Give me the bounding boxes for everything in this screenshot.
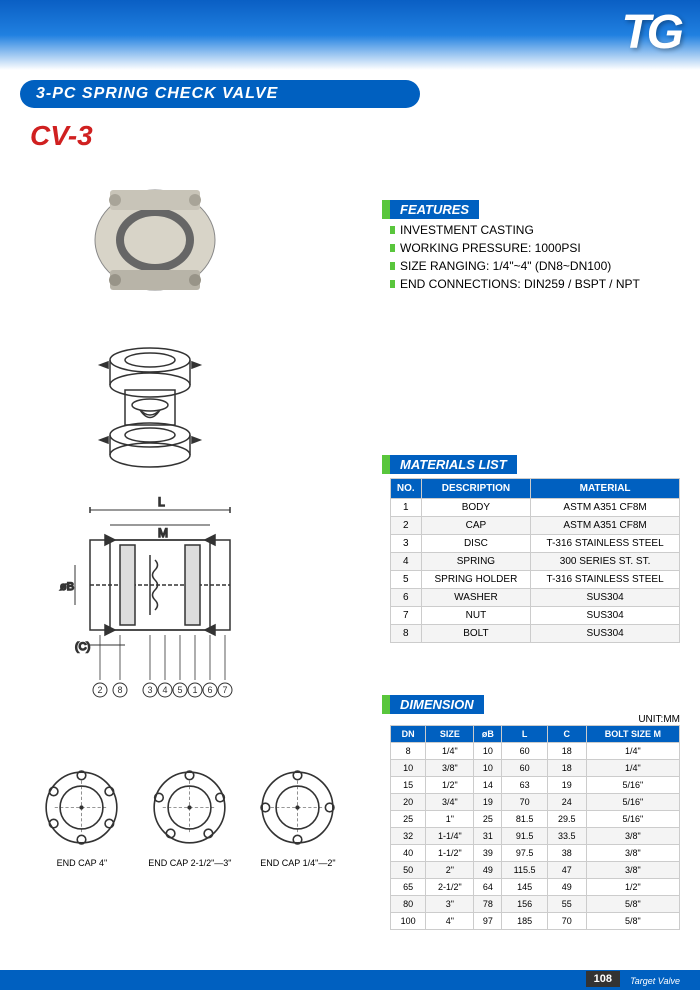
svg-text:7: 7 bbox=[222, 685, 227, 695]
features-heading: FEATURES bbox=[390, 200, 479, 219]
table-row: 502"49115.5473/8" bbox=[391, 862, 680, 879]
page-title: 3-PC SPRING CHECK VALVE bbox=[36, 85, 278, 103]
table-row: 6WASHERSUS304 bbox=[391, 589, 680, 607]
svg-text:1: 1 bbox=[192, 685, 197, 695]
svg-text:8: 8 bbox=[117, 685, 122, 695]
callout-number: 1 bbox=[188, 635, 202, 697]
table-row: 103/8"1060181/4" bbox=[391, 760, 680, 777]
callout-number: 3 bbox=[143, 635, 157, 697]
brand-logo: TG bbox=[621, 5, 680, 60]
table-header: DESCRIPTION bbox=[421, 479, 531, 499]
table-row: 401-1/2"3997.5383/8" bbox=[391, 845, 680, 862]
dim-label-C: (C) bbox=[75, 641, 90, 653]
table-row: 8BOLTSUS304 bbox=[391, 625, 680, 643]
exploded-diagram bbox=[70, 340, 230, 470]
table-row: 151/2"1463195/16" bbox=[391, 777, 680, 794]
feature-item: SIZE RANGING: 1/4"~4" (DN8~DN100) bbox=[390, 259, 670, 273]
table-header: øB bbox=[474, 726, 502, 743]
dimension-table: DNSIZEøBLCBOLT SIZE M 81/4"1060181/4"103… bbox=[390, 725, 680, 930]
table-row: 803"78156555/8" bbox=[391, 896, 680, 913]
product-photo bbox=[60, 160, 250, 310]
dimension-section: DIMENSION UNIT:MM DNSIZEøBLCBOLT SIZE M … bbox=[390, 695, 680, 930]
svg-text:6: 6 bbox=[207, 685, 212, 695]
callout-number: 8 bbox=[113, 635, 127, 697]
footer-brand: Target Valve bbox=[630, 976, 680, 986]
feature-item: END CONNECTIONS: DIN259 / BSPT / NPT bbox=[390, 277, 670, 291]
table-row: 2CAPASTM A351 CF8M bbox=[391, 517, 680, 535]
materials-section: MATERIALS LIST NO.DESCRIPTIONMATERIAL 1B… bbox=[390, 455, 680, 643]
end-caps-row: END CAP 4" END CAP 2-1/2"—3" END CAP 1/4… bbox=[30, 770, 350, 868]
features-section: FEATURES INVESTMENT CASTING WORKING PRESS… bbox=[390, 200, 670, 295]
table-row: 251"2581.529.55/16" bbox=[391, 811, 680, 828]
table-header: L bbox=[502, 726, 547, 743]
end-cap-diagram: END CAP 2-1/2"—3" bbox=[148, 770, 231, 868]
table-header: NO. bbox=[391, 479, 422, 499]
materials-heading: MATERIALS LIST bbox=[390, 455, 517, 474]
end-cap-label: END CAP 1/4"—2" bbox=[260, 858, 335, 868]
svg-text:4: 4 bbox=[162, 685, 167, 695]
table-header: SIZE bbox=[426, 726, 474, 743]
table-header: DN bbox=[391, 726, 426, 743]
callout-number: 4 bbox=[158, 635, 172, 697]
dim-label-L: L bbox=[158, 495, 165, 509]
table-header: MATERIAL bbox=[531, 479, 680, 499]
table-row: 81/4"1060181/4" bbox=[391, 743, 680, 760]
model-number: CV-3 bbox=[30, 120, 93, 152]
table-row: 1BODYASTM A351 CF8M bbox=[391, 499, 680, 517]
table-row: 5SPRING HOLDERT-316 STAINLESS STEEL bbox=[391, 571, 680, 589]
table-row: 321-1/4"3191.533.53/8" bbox=[391, 828, 680, 845]
callout-number: 5 bbox=[173, 635, 187, 697]
table-header: BOLT SIZE M bbox=[586, 726, 679, 743]
feature-item: INVESTMENT CASTING bbox=[390, 223, 670, 237]
dim-label-M: M bbox=[158, 526, 168, 540]
table-header: C bbox=[547, 726, 586, 743]
table-row: 1004"97185705/8" bbox=[391, 913, 680, 930]
callout-number: 7 bbox=[218, 635, 232, 697]
dimension-diagram: L M øB (C) 2 8 3 bbox=[50, 490, 270, 690]
feature-item: WORKING PRESSURE: 1000PSI bbox=[390, 241, 670, 255]
end-cap-diagram: END CAP 1/4"—2" bbox=[260, 770, 335, 868]
table-row: 203/4"1970245/16" bbox=[391, 794, 680, 811]
header-gradient bbox=[0, 0, 700, 70]
materials-table: NO.DESCRIPTIONMATERIAL 1BODYASTM A351 CF… bbox=[390, 478, 680, 643]
table-row: 3DISCT-316 STAINLESS STEEL bbox=[391, 535, 680, 553]
end-cap-label: END CAP 2-1/2"—3" bbox=[148, 858, 231, 868]
svg-text:3: 3 bbox=[147, 685, 152, 695]
title-bar: 3-PC SPRING CHECK VALVE bbox=[20, 80, 420, 108]
callout-number: 6 bbox=[203, 635, 217, 697]
dimension-unit: UNIT:MM bbox=[390, 714, 680, 725]
end-cap-diagram: END CAP 4" bbox=[44, 770, 119, 868]
table-row: 4SPRING300 SERIES ST. ST. bbox=[391, 553, 680, 571]
dimension-heading: DIMENSION bbox=[390, 695, 484, 714]
end-cap-label: END CAP 4" bbox=[44, 858, 119, 868]
svg-text:2: 2 bbox=[97, 685, 102, 695]
svg-text:5: 5 bbox=[177, 685, 182, 695]
dim-label-B: øB bbox=[60, 581, 74, 593]
table-row: 652-1/2"64145491/2" bbox=[391, 879, 680, 896]
callout-number: 2 bbox=[93, 635, 107, 697]
page-number: 108 bbox=[586, 971, 620, 987]
table-row: 7NUTSUS304 bbox=[391, 607, 680, 625]
